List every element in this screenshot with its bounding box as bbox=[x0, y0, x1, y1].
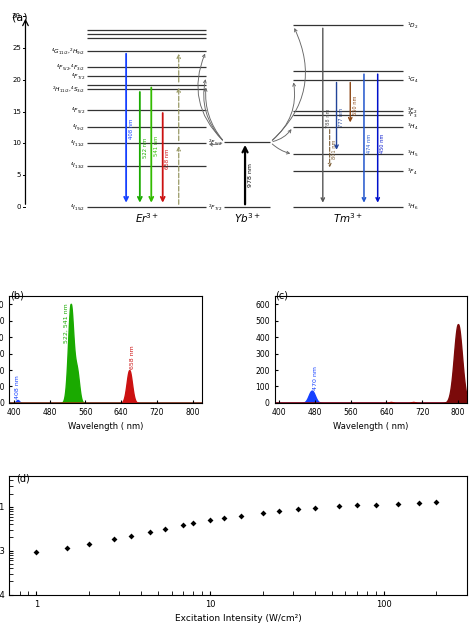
Point bbox=[372, 499, 380, 509]
X-axis label: Wavelength ( nm): Wavelength ( nm) bbox=[333, 422, 409, 431]
Text: 978 nm: 978 nm bbox=[248, 163, 253, 187]
Point bbox=[206, 515, 214, 525]
X-axis label: Excitation Intensity (W/cm²): Excitation Intensity (W/cm²) bbox=[175, 614, 301, 623]
Text: (a): (a) bbox=[12, 13, 27, 23]
Text: 450 nm: 450 nm bbox=[381, 134, 385, 153]
Point bbox=[259, 508, 266, 518]
Point bbox=[237, 511, 245, 521]
Point bbox=[190, 518, 197, 528]
Text: $^2F_{5/2}$: $^2F_{5/2}$ bbox=[208, 137, 222, 147]
Text: $^3F_3$: $^3F_3$ bbox=[407, 109, 417, 120]
Text: $^4I_{13/2}$: $^4I_{13/2}$ bbox=[70, 161, 85, 170]
Text: $^4F_{5/2}$,$^4F_{3/2}$: $^4F_{5/2}$,$^4F_{3/2}$ bbox=[56, 62, 85, 72]
Point bbox=[311, 502, 319, 513]
Point bbox=[353, 500, 361, 510]
Text: 658 nm: 658 nm bbox=[130, 345, 136, 370]
Text: 658 nm: 658 nm bbox=[165, 148, 171, 169]
Text: $^4F_{9/2}$: $^4F_{9/2}$ bbox=[71, 106, 85, 115]
Text: 777 nm: 777 nm bbox=[339, 108, 344, 127]
Text: 800 nm: 800 nm bbox=[459, 345, 464, 370]
Text: 15: 15 bbox=[12, 109, 21, 114]
Text: 801 nm: 801 nm bbox=[332, 140, 337, 160]
Text: $^3F_2$: $^3F_2$ bbox=[407, 106, 417, 116]
Text: 10: 10 bbox=[12, 141, 21, 146]
Text: 541 nm: 541 nm bbox=[154, 135, 159, 156]
Text: 522, 541 nm: 522, 541 nm bbox=[64, 303, 69, 343]
Text: 408 nm: 408 nm bbox=[129, 119, 134, 139]
Text: $^1G_4$: $^1G_4$ bbox=[407, 74, 418, 85]
Text: 408 nm: 408 nm bbox=[15, 375, 20, 399]
Text: 470 nm: 470 nm bbox=[313, 366, 318, 390]
Text: $^3H_5$: $^3H_5$ bbox=[407, 149, 418, 159]
Text: $^4F_{7/2}$: $^4F_{7/2}$ bbox=[71, 72, 85, 81]
Text: 522 nm: 522 nm bbox=[143, 138, 147, 158]
Point bbox=[416, 497, 423, 508]
Point bbox=[127, 530, 135, 541]
Point bbox=[110, 534, 118, 544]
Point bbox=[220, 513, 228, 523]
Point bbox=[335, 501, 343, 511]
Text: $^4G_{11/2}$,$^2H_{9/2}$: $^4G_{11/2}$,$^2H_{9/2}$ bbox=[51, 46, 85, 56]
Text: $^3F_4$: $^3F_4$ bbox=[407, 166, 417, 177]
Text: 20: 20 bbox=[12, 77, 21, 83]
Text: $^1D_2$: $^1D_2$ bbox=[407, 20, 418, 31]
Text: $^2F_{7/2}$: $^2F_{7/2}$ bbox=[208, 202, 222, 212]
Text: Energy/10$^3$cm$^{-1}$: Energy/10$^3$cm$^{-1}$ bbox=[0, 80, 3, 144]
Text: 25: 25 bbox=[12, 45, 21, 51]
Point bbox=[63, 543, 71, 553]
X-axis label: Wavelength ( nm): Wavelength ( nm) bbox=[68, 422, 143, 431]
Point bbox=[432, 497, 440, 507]
Point bbox=[33, 546, 40, 556]
Text: 0: 0 bbox=[17, 204, 21, 210]
Text: (b): (b) bbox=[10, 291, 24, 301]
Text: $^2H_{11/2}$,$^4S_{3/2}$: $^2H_{11/2}$,$^4S_{3/2}$ bbox=[52, 85, 85, 94]
Text: $^4I_{9/2}$: $^4I_{9/2}$ bbox=[73, 123, 85, 132]
Text: $^4I_{15/2}$: $^4I_{15/2}$ bbox=[70, 202, 85, 212]
Text: Yb$^{3+}$: Yb$^{3+}$ bbox=[234, 212, 261, 226]
Text: $^3H_6$: $^3H_6$ bbox=[407, 202, 418, 212]
Point bbox=[161, 523, 169, 534]
Text: (c): (c) bbox=[275, 291, 289, 301]
Text: $^4I_{11/2}$: $^4I_{11/2}$ bbox=[70, 139, 85, 148]
Point bbox=[294, 504, 302, 515]
Point bbox=[394, 499, 401, 509]
Point bbox=[146, 527, 154, 537]
Text: (d): (d) bbox=[16, 473, 29, 483]
Point bbox=[180, 520, 187, 530]
Text: 788 nm: 788 nm bbox=[326, 108, 330, 128]
Point bbox=[275, 506, 283, 516]
Text: 5: 5 bbox=[17, 172, 21, 178]
Text: Er$^{3+}$: Er$^{3+}$ bbox=[135, 212, 159, 226]
Text: 474 nm: 474 nm bbox=[367, 134, 372, 153]
Text: Tm$^{3+}$: Tm$^{3+}$ bbox=[333, 212, 363, 226]
Text: 30: 30 bbox=[12, 13, 21, 19]
Text: 650 nm: 650 nm bbox=[353, 95, 358, 115]
Point bbox=[85, 539, 92, 550]
Text: $^3H_4$: $^3H_4$ bbox=[407, 121, 418, 132]
